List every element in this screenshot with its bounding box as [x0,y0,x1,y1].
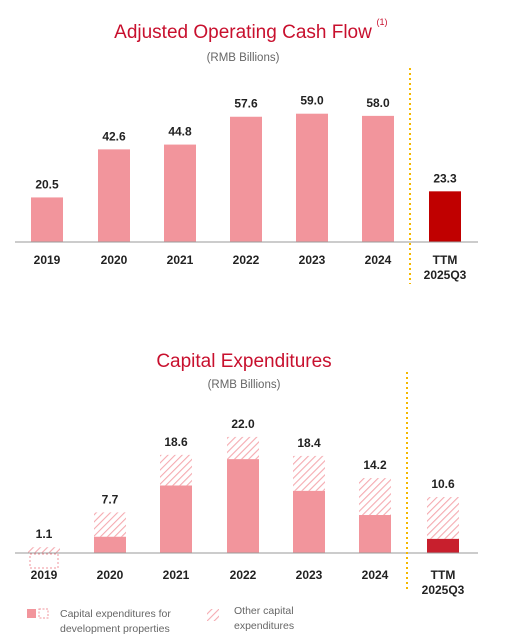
capex-bar-other-5 [359,478,391,516]
cash-flow-value-label-0: 20.5 [35,177,59,191]
cash-flow-bar-4 [296,113,328,242]
legend-label-development-line2: development properties [60,623,170,635]
capex-bar-other-4 [293,455,325,491]
cash-flow-x-tick-4: 2023 [299,253,326,267]
cash-flow-unit-label: (RMB Billions) [207,52,280,64]
cash-flow-value-label-2: 44.8 [168,125,192,139]
cash-flow-bar-3 [230,116,262,242]
capex-title: Capital Expenditures [156,351,331,372]
legend-item-development: Capital expenditures for development pro… [27,608,171,635]
cash-flow-x-tick-1: 2020 [101,253,128,267]
capex-bar-other-1 [94,512,126,537]
capex-value-label-6: 10.6 [431,477,455,491]
cash-flow-footnote-marker: (1) [377,17,388,27]
legend-swatch-development-outline [38,608,49,619]
cash-flow-bars [31,113,461,242]
capex-bar-development-5 [359,515,391,553]
capex-x-tick-5: 2024 [362,568,389,582]
cash-flow-x-tick-6-line2: 2025Q3 [424,268,467,282]
capex-bar-other-6 [427,497,459,539]
cash-flow-bar-1 [98,149,130,242]
cash-flow-value-label-5: 58.0 [366,96,390,110]
legend-label-other-line2: expenditures [234,620,294,632]
cash-flow-value-label-4: 59.0 [300,94,324,108]
cash-flow-title: Adjusted Operating Cash Flow [114,22,372,43]
cash-flow-x-tick-5: 2024 [365,253,392,267]
capex-bar-development-4 [293,490,325,553]
capex-bars [28,436,459,569]
capex-bar-other-0 [28,547,60,553]
cash-flow-x-tick-2: 2021 [167,253,194,267]
cash-flow-value-label-1: 42.6 [102,129,126,143]
capex-bar-development-6 [427,538,459,553]
cash-flow-value-labels: 20.5 42.6 44.8 57.6 59.0 58.0 23.3 [35,94,457,192]
capex-value-label-0: 1.1 [36,527,53,541]
capex-unit-label: (RMB Billions) [208,379,281,391]
legend-item-other: Other capital expenditures [207,605,294,632]
capex-bar-development-2 [160,485,192,553]
capex-value-label-4: 18.4 [297,436,321,450]
cash-flow-x-tick-0: 2019 [34,253,61,267]
capex-legend: Capital expenditures for development pro… [27,605,294,635]
capex-x-tick-2: 2021 [163,568,190,582]
cash-flow-bar-0 [31,197,63,242]
capex-bar-other-3 [227,436,259,460]
capex-bar-development-1 [94,536,126,553]
capex-x-tick-6: TTM [431,568,456,582]
legend-label-other-line1: Other capital [234,605,294,617]
capex-bar-development-0-outline [29,553,59,569]
capex-x-tick-4: 2023 [296,568,323,582]
cash-flow-value-label-6: 23.3 [433,171,457,185]
legend-swatch-development [27,609,36,618]
cash-flow-bar-5 [362,115,394,242]
cash-flow-x-tick-6: TTM [433,253,458,267]
capex-value-label-5: 14.2 [363,458,387,472]
cash-flow-value-label-3: 57.6 [234,97,258,111]
capex-value-label-1: 7.7 [102,492,119,506]
legend-swatch-other [207,609,219,621]
cash-flow-bar-6 [429,191,461,242]
capex-x-tick-3: 2022 [230,568,257,582]
capex-value-labels: 1.1 7.7 18.6 22.0 18.4 14.2 10.6 [36,417,455,541]
capex-bar-other-2 [160,454,192,486]
capex-value-label-2: 18.6 [164,435,188,449]
capex-x-tick-6-line2: 2025Q3 [422,583,465,597]
capex-value-label-3: 22.0 [231,417,255,431]
cash-flow-bar-2 [164,144,196,242]
capex-x-tick-0: 2019 [31,568,58,582]
capex-bar-development-3 [227,459,259,553]
legend-label-development-line1: Capital expenditures for [60,608,171,620]
cash-flow-x-tick-3: 2022 [233,253,260,267]
capex-x-tick-1: 2020 [97,568,124,582]
